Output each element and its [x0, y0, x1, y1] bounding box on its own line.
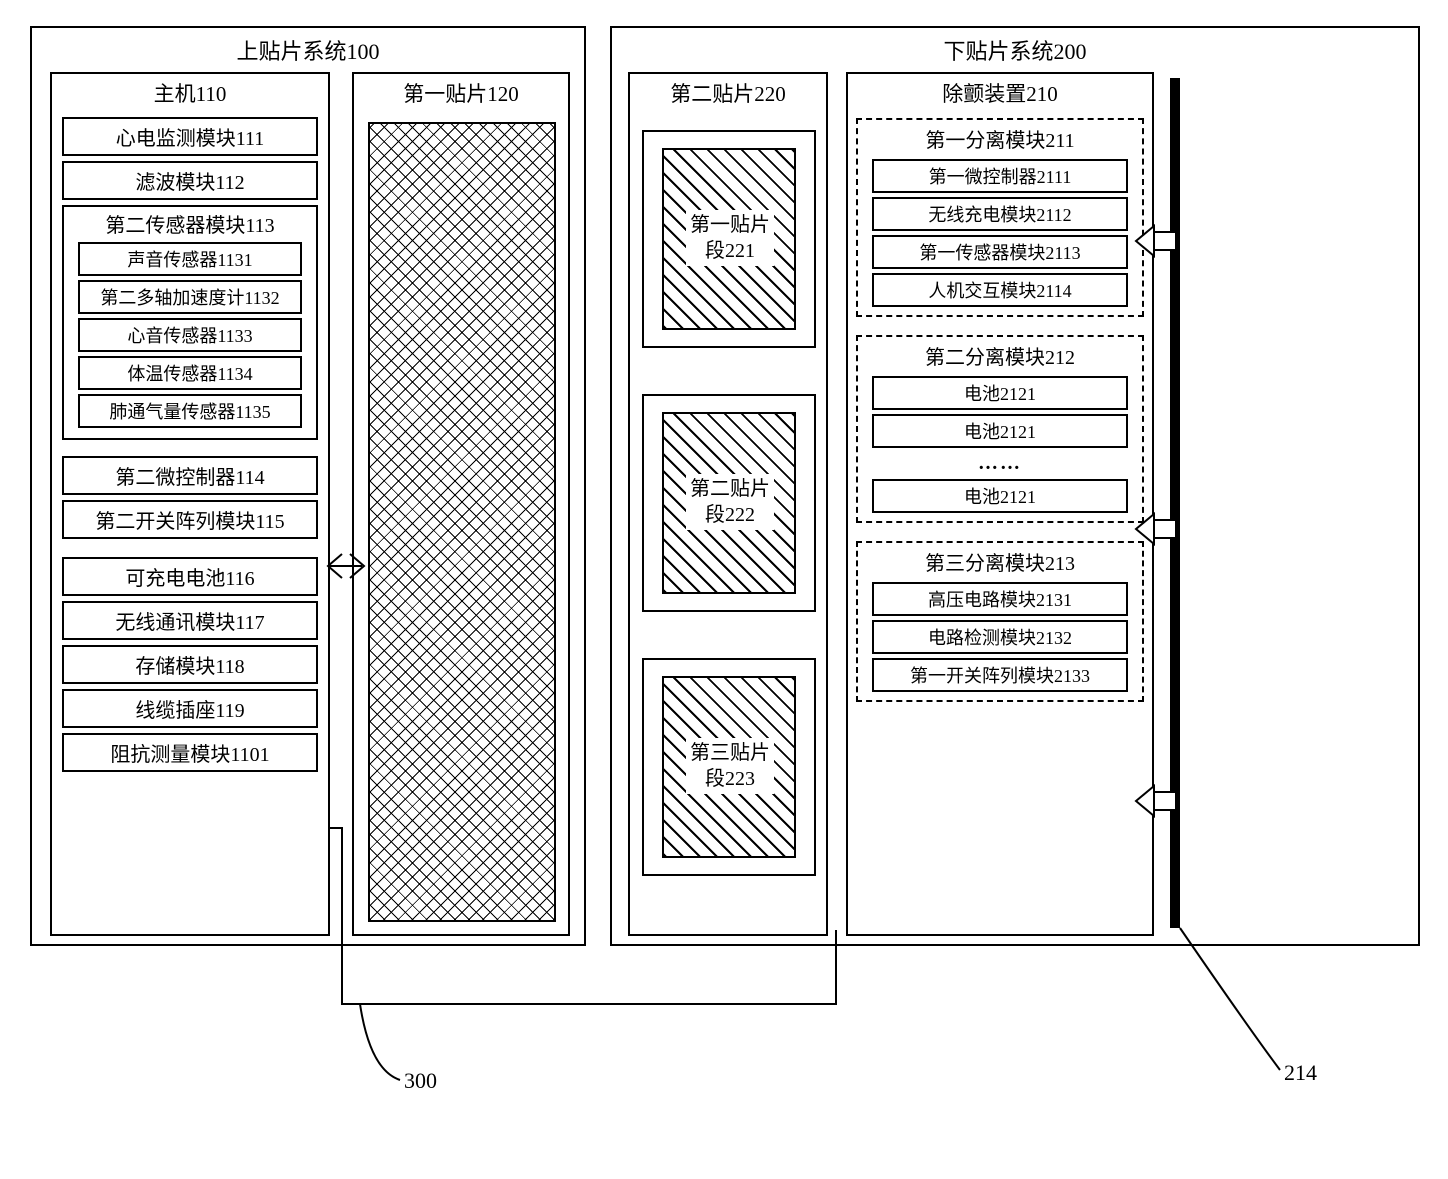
leader-300 [360, 1004, 400, 1080]
mod-111: 心电监测模块111 [62, 117, 318, 156]
host-110-box: 主机110 心电监测模块111 滤波模块112 第二传感器模块113 声音传感器… [50, 72, 330, 936]
mod-2111: 第一微控制器2111 [872, 159, 1128, 193]
mod-114: 第二微控制器114 [62, 456, 318, 495]
mod-115: 第二开关阵列模块115 [62, 500, 318, 539]
mod-2133: 第一开关阵列模块2133 [872, 658, 1128, 692]
mod-118: 存储模块118 [62, 645, 318, 684]
system-100-title: 上贴片系统100 [32, 28, 584, 70]
mod-1101: 阻抗测量模块1101 [62, 733, 318, 772]
mod-212-ellipsis: …… [858, 452, 1142, 475]
label-300: 300 [404, 1068, 437, 1094]
segment-221-outer: 第一贴片段221 [642, 130, 816, 348]
defib-210-box: 除颤装置210 第一分离模块211 第一微控制器2111 无线充电模块2112 … [846, 72, 1154, 936]
diagram-canvas: 上贴片系统100 主机110 心电监测模块111 滤波模块112 第二传感器模块… [20, 20, 1420, 1120]
patch-220-box: 第二贴片220 第一贴片段221 第二贴片段222 第三贴片段223 [628, 72, 828, 936]
patch-120-hatch [368, 122, 556, 922]
segment-222-label: 第二贴片段222 [686, 474, 774, 530]
segment-223-label: 第三贴片段223 [686, 738, 774, 794]
mod-1131: 声音传感器1131 [78, 242, 302, 276]
mod-119: 线缆插座119 [62, 689, 318, 728]
mod-2114: 人机交互模块2114 [872, 273, 1128, 307]
bar-214 [1170, 78, 1180, 928]
mod-1133: 心音传感器1133 [78, 318, 302, 352]
leader-214 [1180, 928, 1280, 1070]
mod-116: 可充电电池116 [62, 557, 318, 596]
mod-2121-b: 电池2121 [872, 414, 1128, 448]
patch-120-box: 第一贴片120 [352, 72, 570, 936]
mod-2112: 无线充电模块2112 [872, 197, 1128, 231]
module-213-box: 第三分离模块213 高压电路模块2131 电路检测模块2132 第一开关阵列模块… [856, 541, 1144, 702]
mod-2121-c: 电池2121 [872, 479, 1128, 513]
mod-113-title: 第二传感器模块113 [64, 209, 316, 238]
segment-222-outer: 第二贴片段222 [642, 394, 816, 612]
mod-1134: 体温传感器1134 [78, 356, 302, 390]
patch-120-title: 第一贴片120 [354, 74, 568, 112]
mod-1135: 肺通气量传感器1135 [78, 394, 302, 428]
system-200-title: 下贴片系统200 [612, 28, 1418, 70]
mod-117: 无线通讯模块117 [62, 601, 318, 640]
label-214: 214 [1284, 1060, 1317, 1086]
patch-220-title: 第二贴片220 [630, 74, 826, 112]
system-100-box: 上贴片系统100 主机110 心电监测模块111 滤波模块112 第二传感器模块… [30, 26, 586, 946]
mod-113-group: 第二传感器模块113 声音传感器1131 第二多轴加速度计1132 心音传感器1… [62, 205, 318, 440]
mod-2131: 高压电路模块2131 [872, 582, 1128, 616]
mod-2113: 第一传感器模块2113 [872, 235, 1128, 269]
segment-223-outer: 第三贴片段223 [642, 658, 816, 876]
defib-210-title: 除颤装置210 [848, 74, 1152, 112]
host-110-title: 主机110 [52, 74, 328, 112]
mod-1132: 第二多轴加速度计1132 [78, 280, 302, 314]
module-212-title: 第二分离模块212 [858, 337, 1142, 372]
mod-2121-a: 电池2121 [872, 376, 1128, 410]
module-213-title: 第三分离模块213 [858, 543, 1142, 578]
mod-2132: 电路检测模块2132 [872, 620, 1128, 654]
mod-112: 滤波模块112 [62, 161, 318, 200]
segment-221-label: 第一贴片段221 [686, 210, 774, 266]
system-200-box: 下贴片系统200 第二贴片220 第一贴片段221 第二贴片段222 第三贴片段… [610, 26, 1420, 946]
module-212-box: 第二分离模块212 电池2121 电池2121 …… 电池2121 [856, 335, 1144, 523]
module-211-box: 第一分离模块211 第一微控制器2111 无线充电模块2112 第一传感器模块2… [856, 118, 1144, 317]
module-211-title: 第一分离模块211 [858, 120, 1142, 155]
